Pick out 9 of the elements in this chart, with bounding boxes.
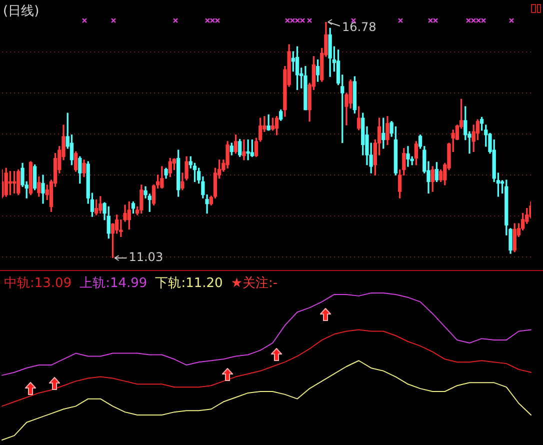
text: 上轨:14.99 [80,276,148,291]
annotation: 11.03 [128,250,164,264]
text: 下轨:11.20 [155,276,223,291]
text: 中轨:13.09 [4,276,72,291]
candlestick [246,139,250,160]
candlestick [242,139,246,160]
chart-title: (日线) [3,3,40,20]
text: ★关注:- [230,276,278,291]
annotation: 16.78 [342,20,376,34]
